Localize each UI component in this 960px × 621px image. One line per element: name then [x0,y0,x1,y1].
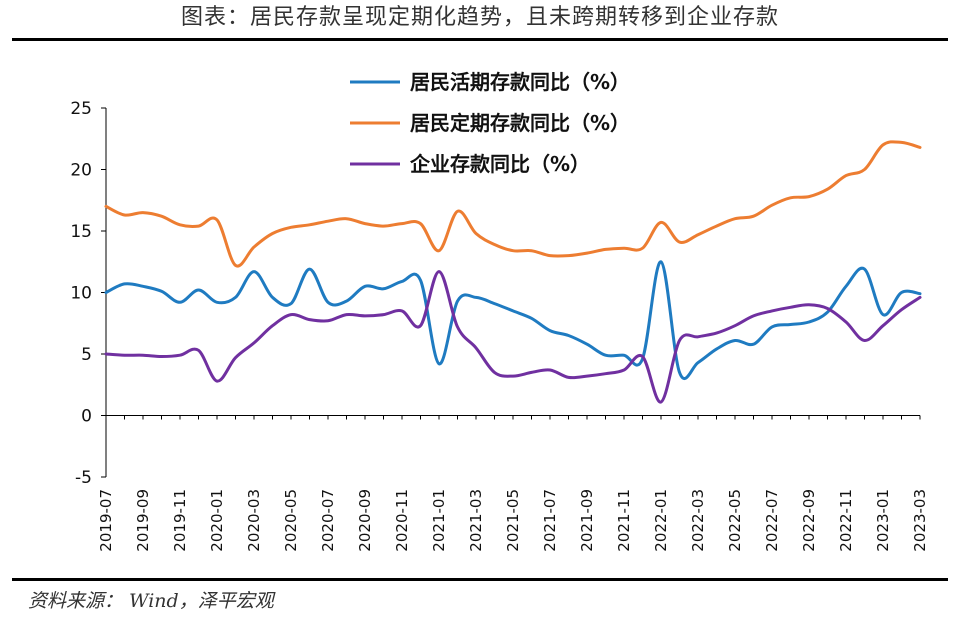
x-tick-label: 2022-05 [726,489,744,552]
corporate-deposit-series-line [104,270,922,404]
x-tick-label: 2021-01 [430,489,448,552]
x-tick-label: 2020-11 [393,489,411,552]
x-tick-label: 2022-07 [763,489,781,552]
y-tick-label: 10 [70,284,92,304]
x-tick-label: 2020-09 [356,489,374,552]
x-tick-label: 2022-01 [652,489,670,552]
y-tick-label: 5 [81,345,92,365]
x-tick-label: 2020-05 [282,489,300,552]
time-deposit-series-legend-label: 居民定期存款同比（%） [410,111,630,135]
title-divider [12,38,948,41]
x-tick-label: 2022-09 [800,489,818,552]
x-tick-label: 2022-03 [689,489,707,552]
x-tick-label: 2019-09 [134,489,152,552]
x-tick-label: 2019-07 [97,489,115,552]
x-tick-label: 2020-03 [245,489,263,552]
corporate-deposit-series-legend-label: 企业存款同比（%） [409,152,590,176]
x-tick-label: 2020-01 [208,489,226,552]
x-tick-label: 2021-05 [504,489,522,552]
x-tick-label: 2023-01 [874,489,892,552]
y-tick-label: 25 [70,99,92,119]
y-tick-label: 20 [70,161,92,181]
source-divider [12,578,948,581]
x-tick-label: 2020-07 [319,489,337,552]
y-tick-label: -5 [75,468,92,488]
line-chart: -5 0 5 10 15 20 25 2019-07 2019-09 2019-11 2020-01… [70,70,929,552]
x-tick-label: 2021-09 [578,489,596,552]
x-tick-label: 2022-11 [837,489,855,552]
y-tick-label: 0 [81,407,92,427]
demand-deposit-series-line [104,260,922,381]
x-tick-label: 2023-03 [911,489,929,552]
x-tick-label: 2021-07 [541,489,559,552]
x-tick-label: 2021-11 [615,489,633,552]
time-deposit-series-line [104,140,922,268]
x-tick-label: 2021-03 [467,489,485,552]
y-tick-label: 15 [70,222,92,242]
x-tick-label: 2019-11 [171,489,189,552]
demand-deposit-series-legend-label: 居民活期存款同比（%） [410,70,630,94]
source-note: 资料来源： Wind，泽平宏观 [28,590,274,612]
chart-title: 图表：居民存款呈现定期化趋势，且未跨期转移到企业存款 [180,5,779,30]
